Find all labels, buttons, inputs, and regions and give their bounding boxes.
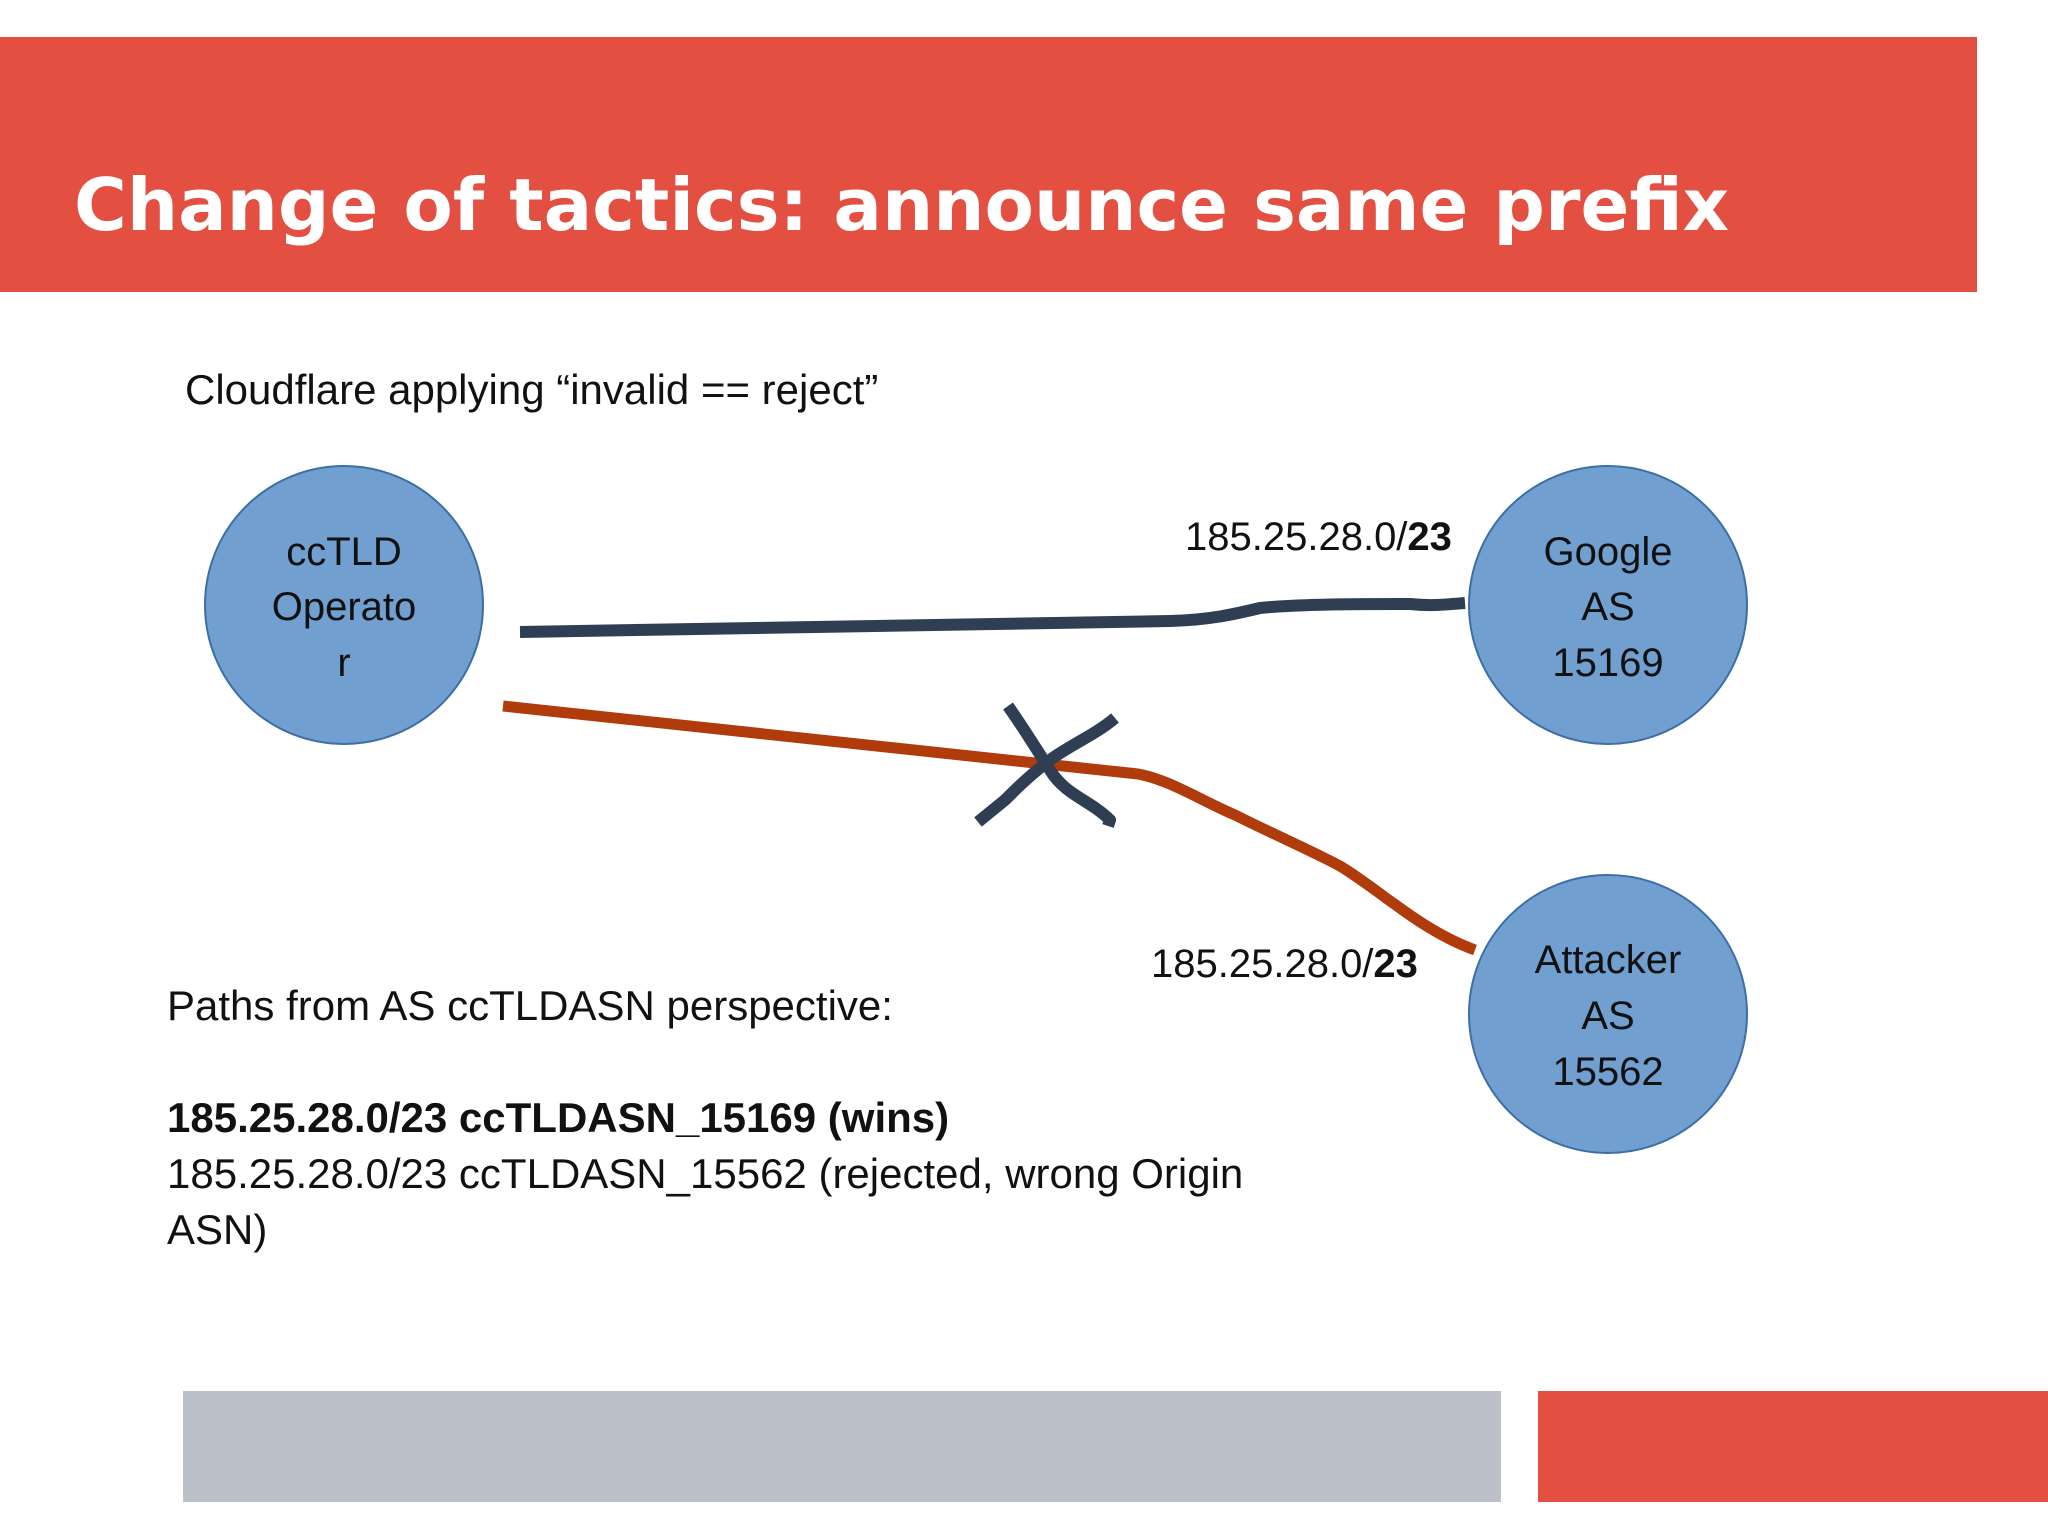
google-prefix-label: 185.25.28.0/23 xyxy=(1185,512,1452,562)
google-label-line-2: AS xyxy=(1581,585,1634,629)
google-label-line-1: Google xyxy=(1544,530,1673,574)
google-route-line xyxy=(519,597,1466,638)
footer-red-bar xyxy=(1538,1391,2048,1502)
cctld-operator-node: ccTLD Operato r xyxy=(204,465,484,745)
slide-title: Change of tactics: announce same prefix xyxy=(74,163,1730,247)
cctld-label-line-3: r xyxy=(337,641,350,685)
paths-heading: Paths from AS ccTLDASN perspective: xyxy=(167,982,893,1029)
cctld-label-line-1: ccTLD xyxy=(286,530,402,574)
paths-summary: Paths from AS ccTLDASN perspective: 185.… xyxy=(167,978,1297,1258)
cctld-label-line-2: Operato xyxy=(272,585,417,629)
subtitle: Cloudflare applying “invalid == reject” xyxy=(185,366,879,413)
google-as-node: Google AS 15169 xyxy=(1468,465,1748,745)
winning-path: 185.25.28.0/23 ccTLDASN_15169 (wins) xyxy=(167,1094,950,1141)
rejected-path: 185.25.28.0/23 ccTLDASN_15562 (rejected,… xyxy=(167,1150,1244,1253)
attacker-prefix-text: 185.25.28.0/ xyxy=(1151,942,1374,986)
attacker-label-line-2: AS xyxy=(1581,994,1634,1038)
google-prefix-text: 185.25.28.0/ xyxy=(1185,515,1408,559)
attacker-as-node: Attacker AS 15562 xyxy=(1468,874,1748,1154)
google-prefix-mask: 23 xyxy=(1407,515,1452,559)
title-bar xyxy=(0,37,1977,292)
reject-x-mark xyxy=(974,702,1119,828)
attacker-label-line-3: 15562 xyxy=(1552,1050,1663,1094)
attacker-label-line-1: Attacker xyxy=(1535,938,1682,982)
attacker-prefix-label: 185.25.28.0/23 xyxy=(1151,939,1418,989)
footer-gray-bar xyxy=(183,1391,1501,1502)
attacker-route-line xyxy=(502,700,1477,956)
attacker-prefix-mask: 23 xyxy=(1373,942,1418,986)
google-label-line-3: 15169 xyxy=(1552,641,1663,685)
